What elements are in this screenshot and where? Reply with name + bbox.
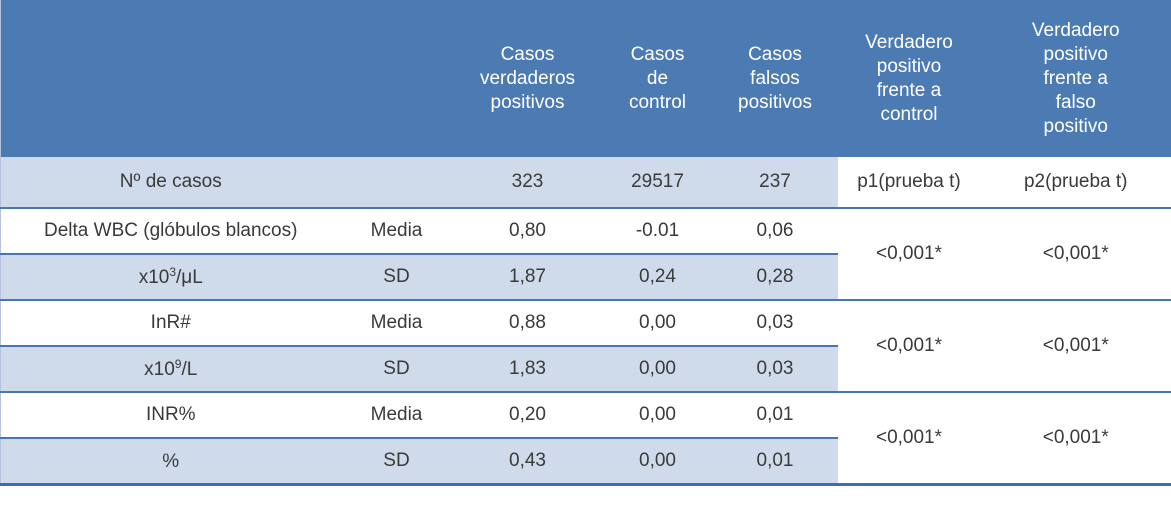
row-label: InR# [0,300,341,347]
unit-rest: /L [181,359,198,380]
row-label: Delta WBC (glóbulos blancos) [0,208,341,255]
value-cell: 0,03 [712,300,838,347]
sd-row-inr-percent: % SD 0,43 0,00 0,01 [0,438,1171,486]
row-label: Nº de casos [0,157,341,209]
stat-label: SD [340,438,453,486]
header-cell-empty [0,0,453,157]
p2-value-cell: <0,001* [980,300,1171,393]
stat-label: Media [340,300,453,347]
unit-base: % [162,450,180,472]
p2-value-cell: <0,001* [980,392,1171,486]
header-row: Casos verdaderos positivos Casos de cont… [0,0,1171,157]
stat-label: SD [340,346,453,393]
stat-label: SD [340,254,453,301]
header-cell-tp-vs-control: Verdadero positivo frente a control [837,0,981,157]
stat-label: Media [340,208,453,255]
value-cell: 0,03 [712,346,838,393]
value-cell: 0,00 [602,438,713,486]
row-label: INR% [0,392,341,439]
value-cell: 29517 [602,157,713,209]
value-cell: 0,80 [452,208,603,255]
value-cell: 0,24 [602,254,713,301]
empty-cell [340,157,453,209]
unit-superscript: 3 [169,265,177,279]
value-cell: 237 [712,157,838,209]
p1-value-cell: <0,001* [837,300,981,393]
value-cell: -0.01 [602,208,713,255]
value-cell: 0,06 [712,208,838,255]
sd-row-delta-wbc: x103/μL SD 1,87 0,24 0,28 [0,254,1171,301]
header-cell-tp-vs-false-positive: Verdadero positivo frente a falso positi… [980,0,1171,157]
unit-rest: /μL [176,267,203,288]
p2-header-cell: p2(prueba t) [980,157,1171,209]
header-cell-control: Casos de control [602,0,713,157]
value-cell: 0,43 [452,438,603,486]
p2-value-cell: <0,001* [980,208,1171,301]
unit-base: x10 [144,359,175,380]
p1-value-cell: <0,001* [837,392,981,486]
unit-label: % [0,438,341,486]
value-cell: 323 [452,157,603,209]
value-cell: 0,01 [712,438,838,486]
unit-base: x10 [138,267,170,288]
value-cell: 0,28 [712,254,838,301]
sd-row-inr-count: x109/L SD 1,83 0,00 0,03 [0,346,1171,393]
value-cell: 0,00 [602,346,713,393]
value-cell: 0,00 [602,392,713,439]
n-cases-row: Nº de casos 323 29517 237 p1(prueba t) p… [0,157,1171,209]
p1-header-cell: p1(prueba t) [837,157,981,209]
value-cell: 1,87 [452,254,603,301]
value-cell: 0,00 [602,300,713,347]
value-cell: 0,88 [452,300,603,347]
header-cell-true-positives: Casos verdaderos positivos [452,0,603,157]
value-cell: 0,20 [452,392,603,439]
value-cell: 0,01 [712,392,838,439]
header-cell-false-positives: Casos falsos positivos [712,0,838,157]
media-row-inr-count: InR# Media 0,88 0,00 0,03 <0,001* <0,001… [0,300,1171,393]
media-row-delta-wbc: Delta WBC (glóbulos blancos) Media 0,80 … [0,208,1171,301]
value-cell: 1,83 [452,346,603,393]
unit-label: x103/μL [0,254,341,301]
unit-label: x109/L [0,346,341,393]
statistics-table: Casos verdaderos positivos Casos de cont… [0,0,1171,486]
unit-superscript: 9 [174,357,182,371]
stat-label: Media [340,392,453,439]
media-row-inr-percent: INR% Media 0,20 0,00 0,01 <0,001* <0,001… [0,392,1171,486]
p1-value-cell: <0,001* [837,208,981,301]
